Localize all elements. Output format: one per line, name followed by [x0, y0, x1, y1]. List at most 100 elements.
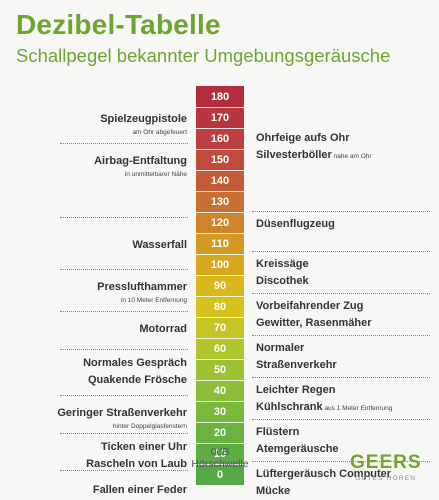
threshold-value: 0dB — [210, 446, 230, 458]
scale-separator — [196, 149, 244, 150]
scale-cell-180: 180 — [196, 86, 244, 107]
label-text: Fallen einer Feder — [92, 483, 187, 496]
left-label: Spielzeugpistole am Ohr abgefeuert — [0, 110, 187, 138]
leader-line — [60, 433, 188, 434]
label-text: Rascheln von Laub — [86, 457, 187, 470]
scale-cell-170: 170 — [196, 107, 244, 128]
leader-line — [252, 210, 430, 212]
label-text: Normales Gespräch — [83, 356, 187, 369]
scale-separator — [196, 401, 244, 402]
scale-separator — [196, 296, 244, 297]
label-text: Geringer Straßenverkehr — [57, 406, 187, 419]
label-text: Ticken einer Uhr — [101, 440, 187, 453]
label-text: Düsenflugzeug — [256, 217, 335, 230]
label-text: Lüftergeräusch Computer — [256, 467, 392, 480]
left-label: Presslufthammer in 10 Meter Entfernung — [0, 278, 187, 306]
leader-line — [60, 217, 188, 218]
logo-tagline: GUTES HÖREN — [355, 475, 417, 482]
label-text: Mücke — [256, 484, 291, 497]
label-text: Kühlschrank — [256, 400, 323, 413]
scale-separator — [196, 170, 244, 171]
leader-line — [252, 334, 430, 336]
threshold-label: Hörschwelle — [191, 458, 249, 470]
left-label: Airbag-Entfaltung in unmittelbarer Nähe — [0, 152, 187, 180]
leader-line — [252, 460, 430, 462]
scale-cell-150: 150 — [196, 149, 244, 170]
label-text: Kreissäge — [256, 257, 309, 270]
scale-separator — [196, 422, 244, 423]
label-text: Spielzeugpistole — [100, 112, 187, 125]
label-text: Normaler — [256, 341, 305, 354]
scale-cell-50: 50 — [196, 359, 244, 380]
leader-line — [252, 292, 430, 294]
label-text: Airbag-Entfaltung — [94, 154, 187, 167]
scale-separator — [196, 233, 244, 234]
label-text: Gewitter, Rasenmäher — [256, 316, 372, 329]
right-label: Vorbeifahrender Zug Gewitter, Rasenmäher — [256, 297, 372, 331]
scale-cell-10: 10 — [196, 443, 244, 464]
leader-line — [60, 269, 188, 270]
scale-separator — [196, 443, 244, 444]
scale-separator — [196, 317, 244, 318]
leader-line — [252, 250, 430, 252]
logo-wordmark: GEERS — [350, 452, 422, 473]
leader-line — [60, 395, 188, 396]
scale-cell-110: 110 — [196, 233, 244, 254]
label-text: Motorrad — [139, 322, 187, 335]
label-text: Presslufthammer — [97, 280, 187, 293]
scale-separator — [196, 254, 244, 255]
label-text: Leichter Regen — [256, 383, 336, 396]
scale-cell-90: 90 — [196, 275, 244, 296]
scale-separator — [196, 338, 244, 339]
scale-separator — [196, 107, 244, 108]
label-text: Wasserfall — [132, 238, 187, 251]
left-label: Wasserfall — [0, 236, 187, 253]
scale-separator — [196, 128, 244, 129]
scale-separator — [196, 212, 244, 213]
scale-cell-60: 60 — [196, 338, 244, 359]
left-label: Geringer Straßenverkehr hinter Doppelglas… — [0, 404, 187, 432]
right-label: Leichter Regen Kühlschrank aus 1 Meter En… — [256, 381, 392, 417]
label-note: nahe am Ohr — [331, 152, 372, 160]
leader-line — [60, 311, 188, 312]
label-note: in unmittelbarer Nähe — [124, 170, 187, 178]
chart-title: Dezibel-Tabelle — [16, 9, 221, 40]
label-text: Ohrfeige aufs Ohr — [256, 131, 350, 144]
right-label: Kreissäge Discothek — [256, 255, 309, 289]
scale-cell-100: 100 — [196, 254, 244, 275]
label-note: in 10 Meter Entfernung — [120, 296, 187, 304]
label-text: Vorbeifahrender Zug — [256, 299, 364, 312]
right-label: Normaler Straßenverkehr — [256, 339, 337, 373]
scale-cell-0: 0 — [196, 464, 244, 485]
label-text: Flüstern — [256, 425, 300, 438]
scale-cell-40: 40 — [196, 380, 244, 401]
brand-logo: GEERS GUTES HÖREN — [350, 452, 422, 482]
scale-separator — [196, 380, 244, 381]
scale-cell-140: 140 — [196, 170, 244, 191]
scale-separator — [196, 464, 244, 465]
scale-separator — [196, 191, 244, 192]
scale-separator — [196, 275, 244, 276]
scale-cell-30: 30 — [196, 401, 244, 422]
label-text: Straßenverkehr — [256, 358, 337, 371]
scale-cell-20: 20 — [196, 422, 244, 443]
left-label: Motorrad — [0, 320, 187, 337]
chart-subtitle: Schallpegel bekannter Umgebungsgeräusche — [16, 45, 391, 66]
leader-line — [252, 418, 430, 420]
label-note: hinter Doppelglasfenstern — [112, 422, 187, 430]
hearing-threshold: 0dB Hörschwelle — [180, 446, 260, 470]
label-note: aus 1 Meter Entfernung — [322, 404, 393, 412]
label-text: Discothek — [256, 274, 309, 287]
leader-line — [252, 376, 430, 378]
label-text: Silvesterböller — [256, 148, 332, 161]
right-label: Flüstern Atemgeräusche — [256, 423, 339, 457]
scale-cell-130: 130 — [196, 191, 244, 212]
label-text: Quakende Frösche — [87, 373, 187, 386]
scale-cell-80: 80 — [196, 296, 244, 317]
right-label: Lüftergeräusch Computer Mücke — [256, 465, 391, 499]
right-label: Düsenflugzeug — [256, 215, 335, 232]
left-label: Ticken einer Uhr Rascheln von Laub — [0, 438, 187, 472]
leader-line — [60, 143, 188, 144]
left-label: Fallen einer Feder — [0, 481, 187, 498]
right-label: Ohrfeige aufs Ohr Silvesterböller nahe am… — [256, 129, 372, 165]
